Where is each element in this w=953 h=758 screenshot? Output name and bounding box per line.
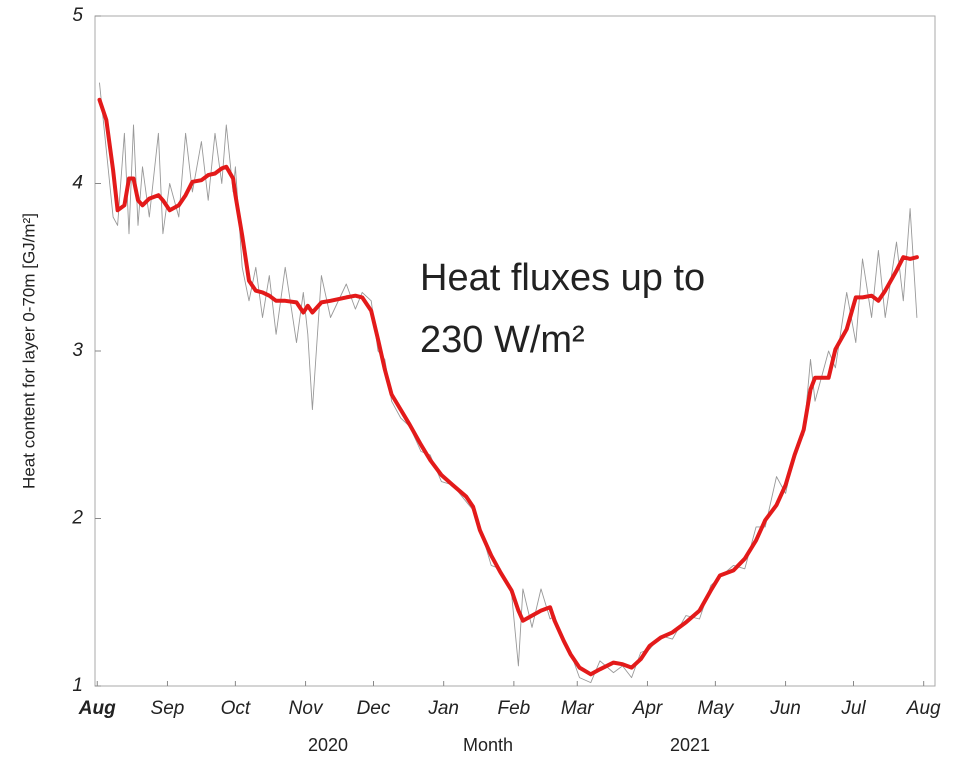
x-tick-label: May (697, 698, 734, 719)
y-tick-label: 3 (72, 340, 83, 361)
x-axis-label: Month (463, 735, 513, 755)
y-tick-label: 2 (71, 508, 83, 529)
x-tick-label: Mar (561, 698, 594, 719)
x-tick-label: Oct (221, 698, 251, 719)
x-tick-label: Sep (151, 698, 185, 719)
x-tick-label: Jun (769, 698, 801, 719)
x-tick-label: Dec (357, 698, 391, 719)
year-label: 2020 (308, 735, 348, 755)
year-label: 2021 (670, 735, 710, 755)
annotation: 230 W/m² (420, 319, 585, 361)
x-tick-label: Jan (427, 698, 459, 719)
x-tick-label: Apr (632, 698, 663, 719)
x-tick-label: Nov (289, 698, 324, 719)
annotation: Heat fluxes up to (420, 257, 705, 299)
x-tick-label: Aug (78, 698, 116, 719)
y-tick-label: 4 (72, 173, 83, 194)
y-axis-label: Heat content for layer 0-70m [GJ/m²] (19, 213, 38, 489)
x-tick-label: Jul (840, 698, 866, 719)
x-tick-label: Feb (497, 698, 530, 719)
series-line (97, 97, 919, 677)
series-line (99, 82, 918, 684)
y-tick-label: 1 (72, 675, 83, 696)
x-tick-label: Aug (906, 698, 941, 719)
y-tick-label: 5 (72, 5, 83, 26)
